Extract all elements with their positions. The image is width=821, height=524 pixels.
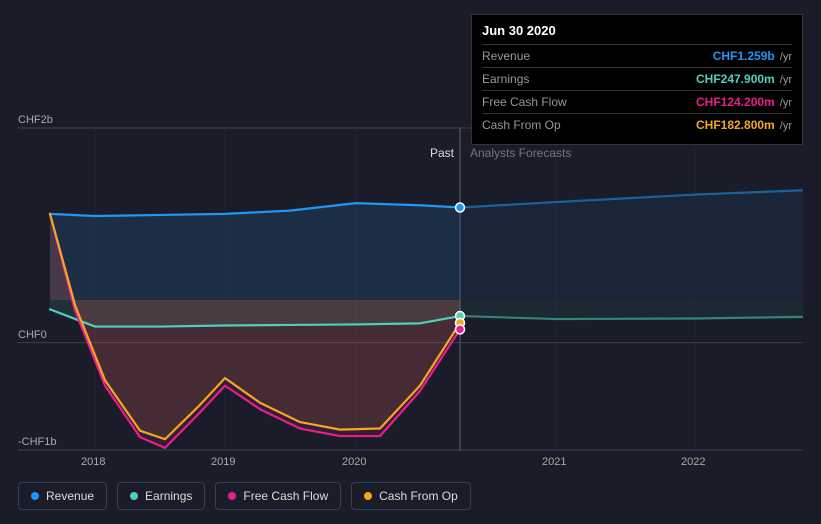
tooltip-row-value: CHF1.259b: [713, 49, 775, 63]
tooltip-row-label: Cash From Op: [482, 118, 561, 132]
tooltip-row-label: Revenue: [482, 49, 530, 63]
tooltip-row: Free Cash Flow CHF124.200m /yr: [482, 90, 792, 113]
tooltip-row-value: CHF124.200m: [696, 95, 775, 109]
x-tick-label: 2020: [342, 456, 366, 468]
legend-item[interactable]: Revenue: [18, 482, 107, 510]
tooltip-row-suffix: /yr: [777, 74, 792, 86]
legend-dot-icon: [228, 492, 236, 500]
tooltip-row-label: Earnings: [482, 72, 529, 86]
tooltip-panel: Jun 30 2020 RevenueCHF1.259b /yrEarnings…: [471, 14, 803, 145]
x-tick-label: 2019: [211, 456, 235, 468]
legend-dot-icon: [31, 492, 39, 500]
tooltip-row-value: CHF247.900m: [696, 72, 775, 86]
legend-item[interactable]: Cash From Op: [351, 482, 471, 510]
legend-dot-icon: [364, 492, 372, 500]
legend-label: Revenue: [46, 489, 94, 503]
tooltip-row: Revenue CHF1.259b /yr: [482, 44, 792, 67]
tooltip-row-suffix: /yr: [777, 120, 792, 132]
tooltip-row-label: Free Cash Flow: [482, 95, 567, 109]
x-tick-label: 2018: [81, 456, 105, 468]
legend-item[interactable]: Earnings: [117, 482, 205, 510]
x-tick-label: 2021: [542, 456, 566, 468]
y-tick-label: -CHF1b: [18, 436, 57, 448]
tooltip-row-suffix: /yr: [777, 51, 792, 63]
legend-label: Free Cash Flow: [243, 489, 328, 503]
legend-dot-icon: [130, 492, 138, 500]
legend-label: Cash From Op: [379, 489, 458, 503]
y-tick-label: CHF0: [18, 329, 47, 341]
legend: Revenue Earnings Free Cash Flow Cash From O…: [18, 482, 471, 510]
y-tick-label: CHF2b: [18, 114, 53, 126]
x-tick-label: 2022: [681, 456, 705, 468]
tooltip-row: Cash From Op CHF182.800m /yr: [482, 113, 792, 136]
tooltip-row: Earnings CHF247.900m /yr: [482, 67, 792, 90]
forecast-section-label: Analysts Forecasts: [470, 146, 571, 160]
tooltip-row-suffix: /yr: [777, 97, 792, 109]
past-section-label: Past: [430, 146, 454, 160]
legend-item[interactable]: Free Cash Flow: [215, 482, 341, 510]
tooltip-row-value: CHF182.800m: [696, 118, 775, 132]
legend-label: Earnings: [145, 489, 192, 503]
chart-container: CHF2bCHF0-CHF1b Past Analysts Forecasts …: [0, 0, 821, 524]
tooltip-date: Jun 30 2020: [482, 23, 792, 44]
